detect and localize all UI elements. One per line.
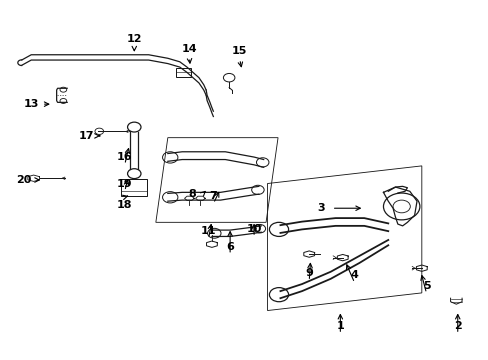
Text: 11: 11 (201, 226, 216, 236)
Text: 16: 16 (117, 152, 132, 162)
Text: 6: 6 (226, 242, 234, 252)
Text: 20: 20 (16, 175, 32, 185)
Text: 7: 7 (209, 191, 217, 201)
Text: 9: 9 (305, 269, 312, 279)
Text: 8: 8 (187, 189, 195, 199)
Text: 3: 3 (317, 203, 325, 213)
Text: 15: 15 (231, 46, 247, 56)
Bar (176, 68, 190, 77)
Text: 2: 2 (453, 321, 461, 332)
Text: 10: 10 (246, 224, 261, 234)
Text: 18: 18 (117, 200, 132, 210)
Bar (121, 179, 147, 196)
Text: 13: 13 (23, 99, 39, 109)
Text: 17: 17 (79, 131, 94, 141)
Text: 4: 4 (350, 270, 358, 280)
Text: 12: 12 (126, 34, 142, 44)
Text: 19: 19 (117, 179, 132, 189)
Text: 14: 14 (181, 45, 197, 54)
Text: 5: 5 (422, 281, 429, 291)
Text: 1: 1 (336, 321, 344, 332)
